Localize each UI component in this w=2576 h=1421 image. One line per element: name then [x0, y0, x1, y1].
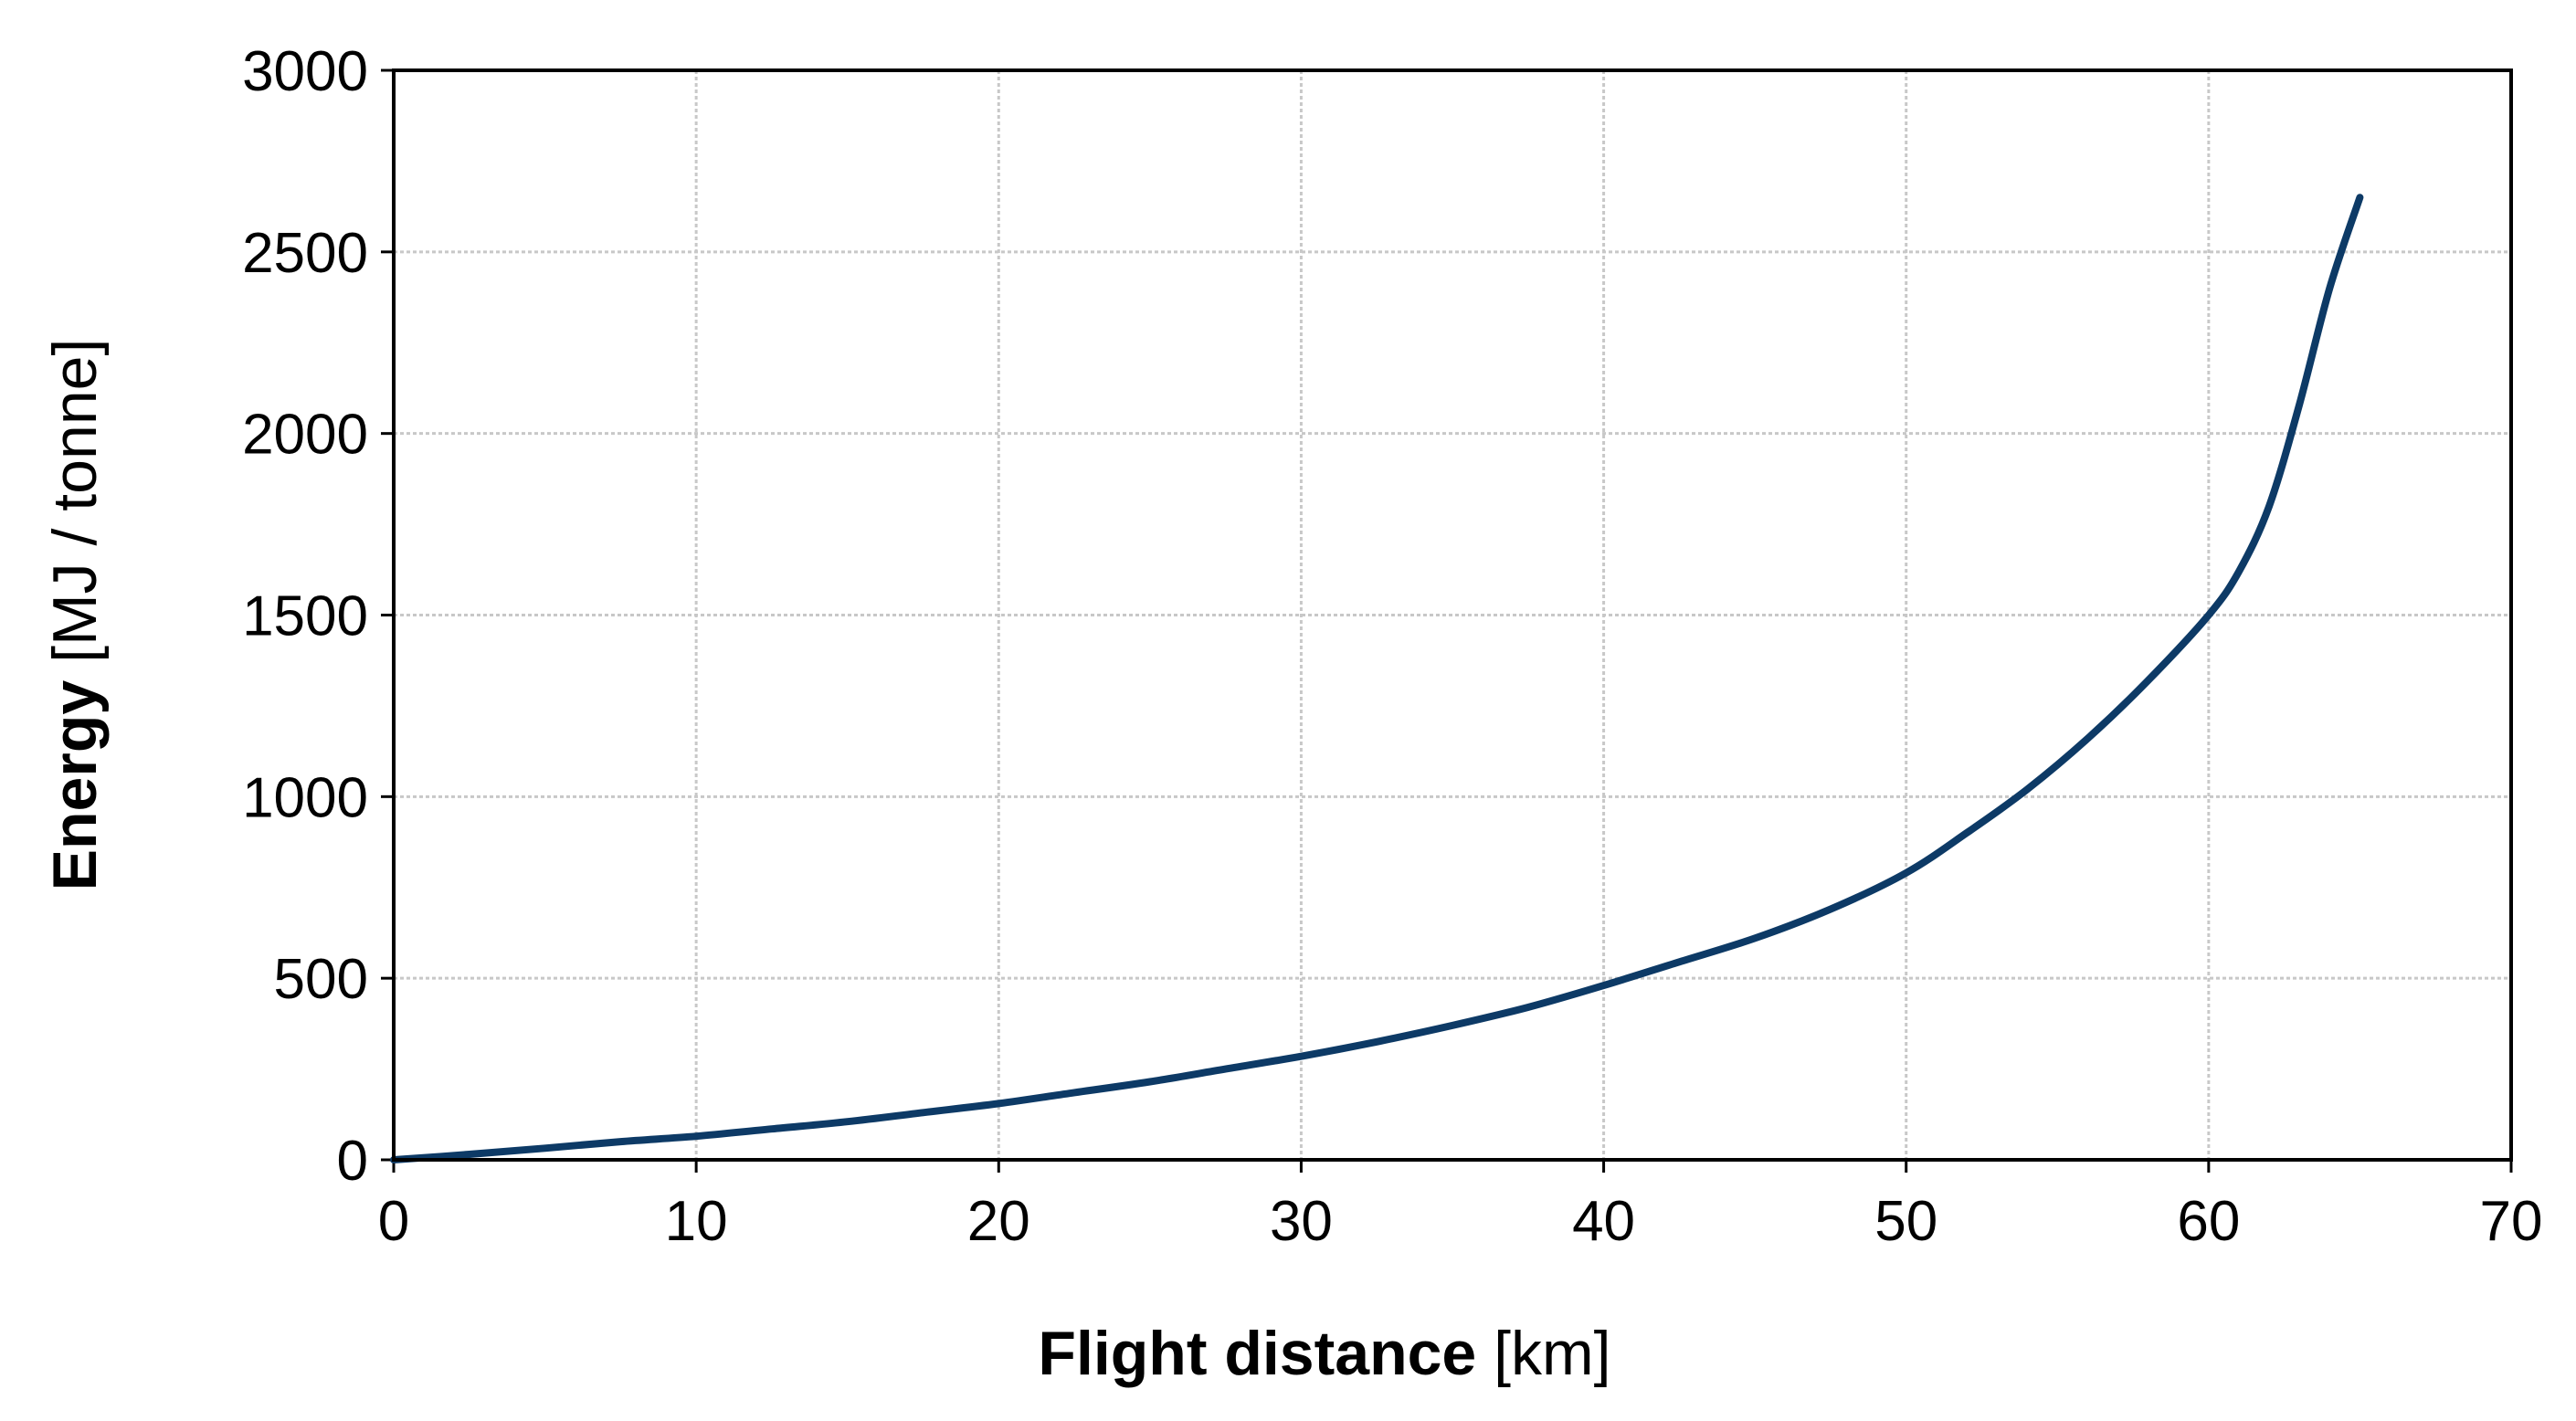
x-gridlines: [392, 70, 2513, 1173]
x-tick-label: 60: [2177, 1190, 2240, 1253]
y-tick-label: 2000: [242, 404, 368, 467]
y-tick-label: 1000: [242, 766, 368, 829]
x-axis-title-unit: [km]: [1476, 1319, 1610, 1388]
y-tick-label: 2500: [242, 222, 368, 285]
x-tick-labels: 0 10 20 30 40 50 60 70: [378, 1190, 2543, 1253]
y-gridlines: [381, 68, 2511, 1162]
x-tick-label: 10: [665, 1190, 728, 1253]
y-tick-label: 1500: [242, 585, 368, 648]
series-line: [390, 194, 2364, 1163]
y-axis-title-unit: [MJ / tonne]: [40, 339, 110, 680]
x-tick-label: 30: [1270, 1190, 1333, 1253]
x-axis-title-main: Flight distance: [1038, 1319, 1476, 1388]
x-tick-label: 70: [2480, 1190, 2543, 1253]
x-tick-label: 20: [967, 1190, 1030, 1253]
x-tick-label: 40: [1572, 1190, 1635, 1253]
y-tick-label: 0: [337, 1130, 368, 1193]
x-tick-label: 50: [1874, 1190, 1937, 1253]
x-tick-label: 0: [378, 1190, 409, 1253]
plot-frame: [392, 68, 2513, 1162]
y-axis-title-main: Energy: [40, 680, 110, 891]
y-axis-title: Energy [MJ / tonne]: [40, 339, 110, 891]
y-tick-label: 500: [274, 948, 368, 1011]
x-axis-title: Flight distance [km]: [1038, 1319, 1610, 1388]
y-tick-label: 3000: [242, 40, 368, 103]
series-group: [390, 194, 2364, 1163]
y-tick-labels: 0 500 1000 1500 2000 2500 3000: [242, 40, 368, 1193]
